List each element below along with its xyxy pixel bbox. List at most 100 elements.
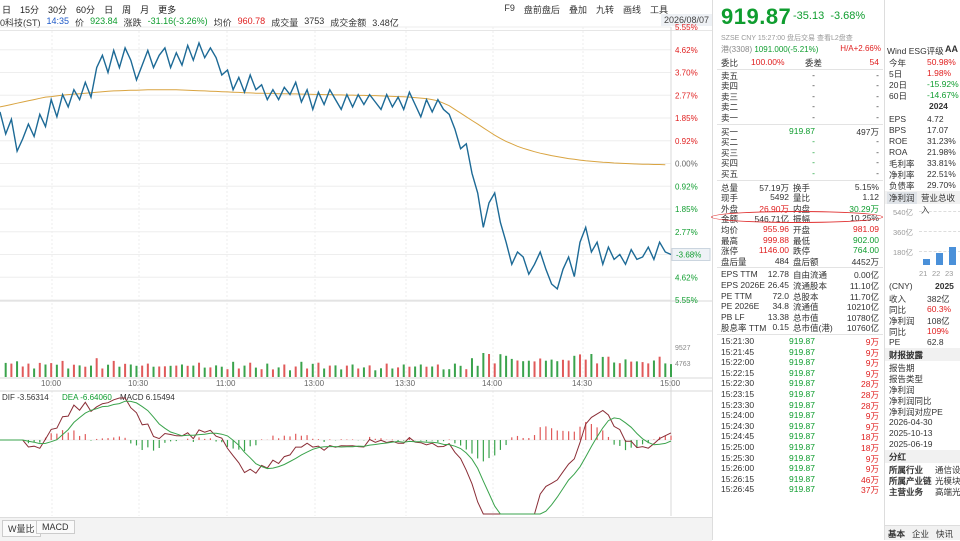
tool-button-2[interactable]: 叠加: [568, 5, 587, 15]
period-tab-2[interactable]: 30分: [48, 5, 68, 15]
tick-volume: 9万: [865, 358, 879, 369]
tab-revenue[interactable]: 营业总收入: [921, 193, 956, 215]
volume-bar: [289, 370, 292, 377]
price-change: -35.13 -3.68%: [793, 10, 865, 22]
volume-bar: [67, 368, 70, 377]
stat-label: 现手: [721, 193, 739, 204]
tool-button-4[interactable]: 画线: [622, 5, 641, 15]
volume-bar: [203, 367, 206, 377]
volume-bar: [493, 363, 496, 377]
tick-row-4: 15:22:30 919.87 28万: [713, 378, 885, 389]
stat-row-4: 均价 955.96 开盘 981.09: [713, 224, 885, 235]
volume-bar: [527, 360, 530, 377]
industry-row-1: 所属产业链 光模块: [885, 475, 960, 486]
volume-bar: [579, 354, 582, 377]
tick-price: 919.87: [789, 410, 815, 421]
weicha-value: 54: [869, 57, 879, 67]
period-tab-3[interactable]: 60分: [76, 5, 96, 15]
bid-label: 买三: [721, 147, 739, 158]
tick-volume: 28万: [861, 400, 879, 411]
side-tab-0[interactable]: 基本: [888, 529, 906, 539]
tab-macd[interactable]: MACD: [36, 520, 75, 534]
tool-button-0[interactable]: F9: [504, 3, 515, 13]
info-volume-label: 成交量: [271, 18, 299, 28]
volume-bar: [118, 366, 121, 377]
stat-value: 12.78: [767, 269, 789, 280]
volume-bar: [169, 365, 172, 377]
perf-row-3: 60日 -14.67%: [885, 90, 960, 101]
period-tab-0[interactable]: 日: [2, 5, 12, 15]
macd-dif-line: [0, 397, 672, 515]
period-tab-5[interactable]: 周: [122, 5, 132, 15]
side-tab-2[interactable]: 快讯: [936, 529, 954, 539]
stat-row-12: PB LF 13.38 总市值 10780亿: [713, 312, 885, 323]
mini-bar: [949, 247, 956, 265]
bid-vol: -: [876, 146, 879, 157]
period-tab-4[interactable]: 日: [104, 5, 114, 15]
volume-bar: [226, 369, 229, 377]
period-tab-1[interactable]: 15分: [20, 5, 40, 15]
cny-label: (CNY): [889, 281, 913, 291]
stat-label: EPS TTM: [721, 269, 758, 280]
period-tab-7[interactable]: 更多: [158, 5, 177, 15]
stat-value-2: 11.70亿: [849, 291, 879, 302]
volume-bar: [658, 356, 661, 377]
ask-vol: -: [876, 90, 879, 101]
mini-grid-line: [919, 231, 960, 232]
y-label-11: 4.62%: [675, 273, 698, 282]
separator: [717, 123, 883, 125]
stat-label-2: 总市值(港): [793, 323, 833, 334]
report-item-3: 净利润同比: [885, 395, 960, 406]
volume-bar: [158, 366, 161, 377]
volume-bar: [561, 359, 564, 377]
volume-bar: [516, 360, 519, 377]
fin-row-1: BPS 17.07: [885, 125, 960, 136]
tick-row-10: 15:25:00 919.87 18万: [713, 442, 885, 453]
volume-bar: [652, 360, 655, 377]
volume-bar: [596, 363, 599, 377]
tick-volume: 9万: [865, 337, 879, 347]
tool-button-5[interactable]: 工具: [649, 5, 668, 15]
volume-bar: [533, 361, 536, 377]
report-item-3-label: 净利润同比: [889, 396, 932, 406]
separator: [717, 334, 883, 335]
tab-net-profit[interactable]: 净利润: [887, 192, 917, 204]
period-tab-6[interactable]: 月: [140, 5, 150, 15]
ask-vol: -: [876, 101, 879, 112]
fundamentals-panel: Wind ESG评级 AA 今年 50.98% 5日 1.98% 20日 -15.92% 60日…: [884, 0, 960, 540]
stat-label: 均价: [721, 225, 739, 235]
y-label-7: 0.92%: [675, 182, 698, 191]
volume-bar: [146, 363, 149, 377]
stat-value-2: 4452万: [851, 256, 879, 267]
quote-panel: 919.87 -35.13 -3.68% SZSE CNY 15:27:00 盘…: [711, 0, 885, 540]
perf-row-2: 20日 -15.92%: [885, 79, 960, 90]
price-line: [0, 40, 672, 291]
x-label-5: 14:00: [482, 379, 503, 388]
side-bottom-tabs: 基本 企业 快讯: [885, 525, 960, 540]
bid-price: -: [812, 146, 815, 157]
weicha-label: 委差: [805, 58, 823, 68]
perf-row-2-value: -15.92%: [927, 79, 959, 89]
mini-y-label: 540亿: [893, 208, 914, 217]
intraday-chart[interactable]: DIF -3.56314 DEA -6.64060 MACD 6.15494 5.5…: [0, 0, 712, 517]
bid-label: 买五: [721, 169, 739, 179]
tool-button-1[interactable]: 盘前盘后: [523, 5, 560, 15]
avg-price-line: [0, 89, 666, 166]
tab-volume-ratio[interactable]: W量比: [2, 520, 41, 537]
stat-value: 484: [774, 255, 789, 266]
fin-row-1-value: 17.07: [927, 125, 949, 135]
tick-row-1: 15:21:45 919.87 9万: [713, 347, 885, 358]
weibi-row: 委比 100.00% 委差 54: [713, 57, 885, 68]
tick-row-3: 15:22:15 919.87 9万: [713, 368, 885, 379]
tick-price: 919.87: [789, 484, 815, 495]
tick-price: 919.87: [789, 346, 815, 357]
volume-bar: [465, 369, 468, 377]
side-tab-1[interactable]: 企业: [912, 529, 930, 539]
tick-time: 15:24:30: [721, 420, 755, 431]
industry-value: 通信设备: [935, 465, 960, 475]
volume-bar: [419, 364, 422, 377]
fin-row-6-label: 负债率: [889, 181, 915, 191]
industry-row-0: 所属行业 通信设备: [885, 464, 960, 475]
tool-button-3[interactable]: 九转: [595, 5, 614, 15]
mini-y-label: 180亿: [893, 248, 914, 257]
